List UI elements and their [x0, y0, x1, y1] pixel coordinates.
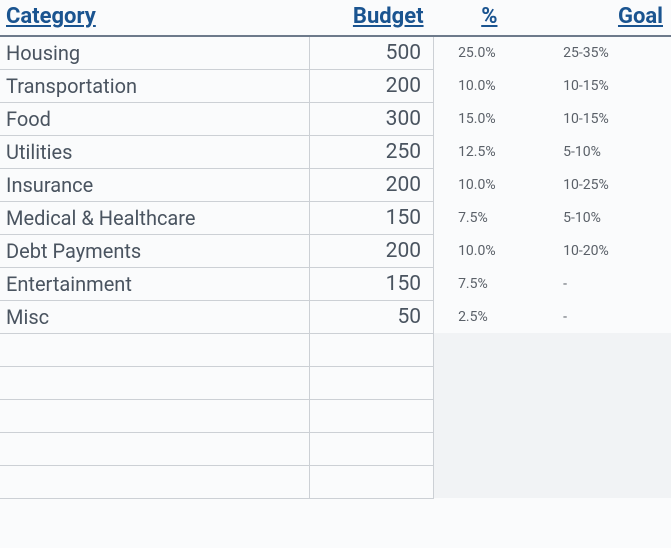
cell-goal: 10-15% — [547, 102, 671, 135]
cell-percent: 7.5% — [434, 201, 548, 234]
cell-percent: 15.0% — [434, 102, 548, 135]
cell-percent: 10.0% — [434, 69, 548, 102]
cell-budget: 200 — [310, 69, 434, 102]
cell-budget: 150 — [310, 267, 434, 300]
header-budget: Budget — [310, 0, 434, 36]
table-row: Utilities25012.5%5-10% — [0, 135, 671, 168]
cell-budget: 200 — [310, 234, 434, 267]
cell-goal: 5-10% — [547, 135, 671, 168]
cell-percent: 10.0% — [434, 234, 548, 267]
table-row: Misc502.5%- — [0, 300, 671, 333]
cell-budget — [310, 333, 434, 366]
cell-goal — [547, 366, 671, 399]
table-row: Medical & Healthcare1507.5%5-10% — [0, 201, 671, 234]
cell-percent — [434, 399, 548, 432]
cell-percent — [434, 432, 548, 465]
cell-percent — [434, 366, 548, 399]
cell-category: Insurance — [0, 168, 310, 201]
cell-category — [0, 399, 310, 432]
table-row: Entertainment1507.5%- — [0, 267, 671, 300]
cell-goal: 10-20% — [547, 234, 671, 267]
table-row-empty — [0, 432, 671, 465]
cell-category: Housing — [0, 36, 310, 69]
table-row: Food30015.0%10-15% — [0, 102, 671, 135]
header-goal: Goal — [547, 0, 671, 36]
table-row-empty — [0, 465, 671, 498]
table-row: Debt Payments20010.0%10-20% — [0, 234, 671, 267]
table-row-empty — [0, 366, 671, 399]
cell-category: Medical & Healthcare — [0, 201, 310, 234]
table-row-empty — [0, 399, 671, 432]
cell-budget: 150 — [310, 201, 434, 234]
cell-goal: - — [547, 267, 671, 300]
cell-goal — [547, 399, 671, 432]
cell-percent: 2.5% — [434, 300, 548, 333]
cell-budget: 500 — [310, 36, 434, 69]
cell-goal — [547, 432, 671, 465]
header-category: Category — [0, 0, 310, 36]
cell-budget — [310, 465, 434, 498]
cell-budget: 200 — [310, 168, 434, 201]
cell-budget: 300 — [310, 102, 434, 135]
cell-category: Transportation — [0, 69, 310, 102]
budget-table-container: Category Budget % Goal Housing50025.0%25… — [0, 0, 671, 499]
cell-budget — [310, 366, 434, 399]
cell-goal: 25-35% — [547, 36, 671, 69]
cell-category: Debt Payments — [0, 234, 310, 267]
cell-category: Misc — [0, 300, 310, 333]
cell-goal: 10-15% — [547, 69, 671, 102]
cell-category — [0, 465, 310, 498]
cell-category — [0, 366, 310, 399]
cell-percent: 12.5% — [434, 135, 548, 168]
table-row-empty — [0, 333, 671, 366]
cell-budget: 50 — [310, 300, 434, 333]
budget-table-body: Housing50025.0%25-35%Transportation20010… — [0, 36, 671, 498]
cell-percent: 7.5% — [434, 267, 548, 300]
cell-goal — [547, 333, 671, 366]
cell-percent — [434, 465, 548, 498]
cell-category: Food — [0, 102, 310, 135]
cell-goal: 5-10% — [547, 201, 671, 234]
cell-category: Utilities — [0, 135, 310, 168]
cell-budget — [310, 399, 434, 432]
cell-category: Entertainment — [0, 267, 310, 300]
cell-goal: - — [547, 300, 671, 333]
cell-percent — [434, 333, 548, 366]
cell-budget: 250 — [310, 135, 434, 168]
cell-goal — [547, 465, 671, 498]
cell-budget — [310, 432, 434, 465]
table-row: Transportation20010.0%10-15% — [0, 69, 671, 102]
cell-goal: 10-25% — [547, 168, 671, 201]
cell-category — [0, 432, 310, 465]
cell-percent: 10.0% — [434, 168, 548, 201]
budget-table: Category Budget % Goal Housing50025.0%25… — [0, 0, 671, 499]
table-row: Housing50025.0%25-35% — [0, 36, 671, 69]
header-percent: % — [434, 0, 548, 36]
cell-percent: 25.0% — [434, 36, 548, 69]
header-row: Category Budget % Goal — [0, 0, 671, 36]
cell-category — [0, 333, 310, 366]
table-row: Insurance20010.0%10-25% — [0, 168, 671, 201]
